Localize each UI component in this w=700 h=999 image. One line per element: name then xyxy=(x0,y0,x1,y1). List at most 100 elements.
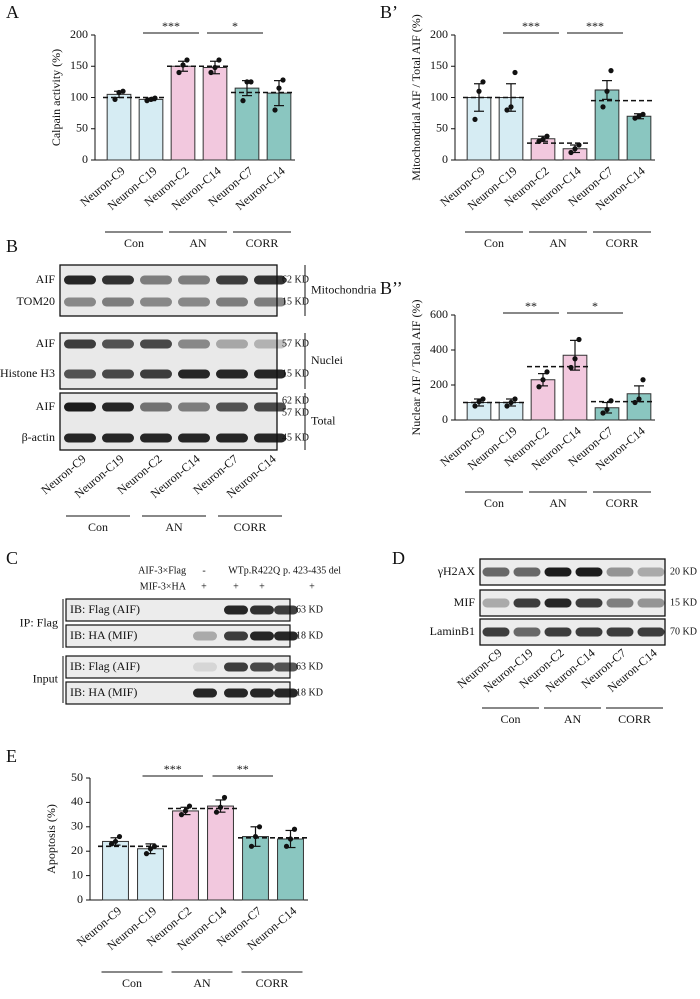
fraction-label: Total xyxy=(311,413,336,427)
group-label: CORR xyxy=(256,976,289,990)
band xyxy=(575,627,603,637)
data-point xyxy=(178,812,185,818)
data-point xyxy=(544,369,550,375)
kd-label: 15 KD xyxy=(670,597,697,608)
band xyxy=(216,369,248,379)
band xyxy=(64,297,96,307)
kd-label: 45 KD xyxy=(282,432,309,443)
significance-label: *** xyxy=(164,762,182,776)
kd-label: 63 KD xyxy=(296,661,323,672)
y-tick-label: 100 xyxy=(70,89,88,103)
blot-frame xyxy=(59,264,278,317)
data-point xyxy=(568,364,574,371)
row-label: IB: HA (MIF) xyxy=(70,685,137,699)
band xyxy=(178,433,210,443)
band xyxy=(193,631,217,641)
data-point xyxy=(116,833,123,840)
band xyxy=(606,567,634,577)
group-label: Con xyxy=(500,712,520,726)
band xyxy=(250,605,274,615)
data-point xyxy=(640,111,646,117)
data-point xyxy=(636,396,642,402)
kd-label: 15 KD xyxy=(282,368,309,379)
band xyxy=(250,631,274,641)
y-tick-label: 400 xyxy=(430,342,448,356)
data-point xyxy=(176,69,182,76)
treatment-label: MIF-3×HA xyxy=(140,581,187,592)
band xyxy=(224,662,248,672)
band xyxy=(216,402,248,412)
lane-label: + xyxy=(259,581,265,592)
data-point xyxy=(182,808,189,814)
data-point xyxy=(221,794,228,801)
data-point xyxy=(244,79,250,85)
band xyxy=(224,631,248,641)
band xyxy=(216,275,248,285)
bar xyxy=(138,98,164,161)
kd-label: 15 KD xyxy=(282,296,309,307)
data-point xyxy=(248,843,255,849)
bar xyxy=(234,87,260,161)
y-tick-label: 200 xyxy=(430,377,448,391)
band xyxy=(637,598,665,608)
data-point xyxy=(216,57,222,63)
significance-label: * xyxy=(232,19,238,33)
band xyxy=(178,339,210,349)
group-label: Con xyxy=(484,236,504,250)
data-point xyxy=(636,113,642,119)
section-label: Input xyxy=(33,671,59,685)
treatment-label: AIF-3×Flag xyxy=(138,565,186,576)
kd-label: 18 KD xyxy=(296,687,323,698)
significance-label: *** xyxy=(586,19,604,33)
significance-label: *** xyxy=(522,19,540,33)
significance-label: ** xyxy=(237,762,249,776)
band xyxy=(102,297,134,307)
y-axis-label: Apoptosis (%) xyxy=(44,804,58,874)
significance-label: ** xyxy=(525,299,537,313)
kd-label: 20 KD xyxy=(670,566,697,577)
data-point xyxy=(184,57,190,63)
band xyxy=(140,433,172,443)
row-label: IB: HA (MIF) xyxy=(70,628,137,642)
band xyxy=(224,688,248,698)
data-point xyxy=(508,104,514,110)
band xyxy=(606,598,634,608)
data-point xyxy=(476,88,482,94)
kd-label: 70 KD xyxy=(670,626,697,637)
data-point xyxy=(572,146,578,152)
band xyxy=(178,402,210,412)
band xyxy=(254,369,286,379)
band xyxy=(482,598,510,608)
data-point xyxy=(280,77,286,83)
row-label: Histone H3 xyxy=(0,366,55,380)
lane-label: + xyxy=(201,581,207,592)
y-tick-label: 0 xyxy=(77,892,83,906)
row-label: LaminB1 xyxy=(430,624,475,638)
band xyxy=(513,627,541,637)
data-point xyxy=(472,403,478,409)
y-tick-label: 150 xyxy=(430,58,448,72)
data-point xyxy=(540,377,546,383)
lane-label: p.R422Q xyxy=(244,565,281,576)
y-tick-label: 40 xyxy=(71,794,83,808)
band xyxy=(64,433,96,443)
panel-letter: A xyxy=(6,2,19,22)
band xyxy=(575,567,603,577)
group-label: Con xyxy=(122,976,142,990)
group-label: AN xyxy=(193,976,211,990)
kd-label: 62 KD xyxy=(282,274,309,285)
band xyxy=(254,433,286,443)
kd-label: 18 KD xyxy=(296,630,323,641)
y-tick-label: 50 xyxy=(76,121,88,135)
kd-label: 57 KD xyxy=(282,407,309,418)
bar xyxy=(202,67,228,161)
data-point xyxy=(568,149,574,156)
data-point xyxy=(512,396,518,402)
band xyxy=(606,627,634,637)
row-label: γH2AX xyxy=(437,564,476,578)
bar xyxy=(626,115,652,161)
bar xyxy=(242,836,269,901)
bar xyxy=(137,848,164,901)
y-axis-label: Nuclear AIF / Total AIF (%) xyxy=(409,300,423,436)
